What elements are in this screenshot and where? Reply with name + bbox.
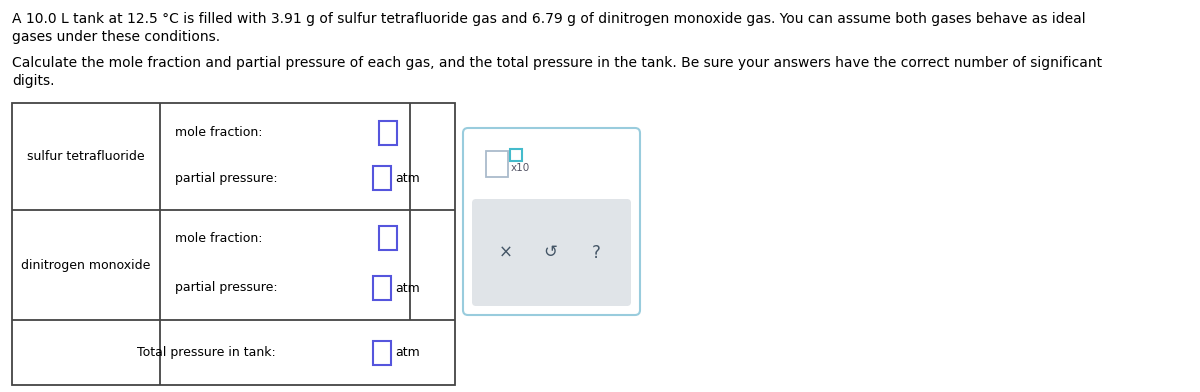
Text: ?: ?	[592, 243, 600, 261]
Text: sulfur tetrafluoride: sulfur tetrafluoride	[28, 150, 145, 163]
Text: x10: x10	[511, 163, 530, 173]
FancyBboxPatch shape	[472, 199, 631, 306]
Text: atm: atm	[395, 346, 420, 359]
Text: Calculate the mole fraction and partial pressure of each gas, and the total pres: Calculate the mole fraction and partial …	[12, 56, 1102, 70]
Bar	[373, 341, 391, 365]
Text: partial pressure:: partial pressure:	[175, 172, 277, 185]
Text: A 10.0 L tank at 12.5 °C is filled with 3.91 g of sulfur tetrafluoride gas and 6: A 10.0 L tank at 12.5 °C is filled with …	[12, 12, 1086, 26]
Bar	[379, 121, 397, 145]
Text: digits.: digits.	[12, 74, 54, 88]
Bar	[510, 149, 522, 161]
Text: atm: atm	[395, 281, 420, 294]
Text: mole fraction:: mole fraction:	[175, 232, 263, 245]
Text: atm: atm	[395, 172, 420, 185]
Text: mole fraction:: mole fraction:	[175, 127, 263, 140]
Text: dinitrogen monoxide: dinitrogen monoxide	[22, 258, 151, 272]
Text: ×: ×	[499, 243, 512, 261]
Text: Total pressure in tank:: Total pressure in tank:	[137, 346, 275, 359]
Bar	[379, 226, 397, 250]
Text: ↺: ↺	[544, 243, 557, 261]
Text: partial pressure:: partial pressure:	[175, 281, 277, 294]
Bar	[373, 166, 391, 190]
Bar	[12, 103, 455, 385]
Bar	[373, 276, 391, 300]
Bar	[486, 151, 508, 177]
FancyBboxPatch shape	[463, 128, 640, 315]
Text: gases under these conditions.: gases under these conditions.	[12, 30, 220, 44]
